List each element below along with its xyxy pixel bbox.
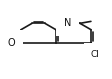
Text: N: N xyxy=(64,18,71,28)
Text: O: O xyxy=(7,38,15,48)
Text: Cl: Cl xyxy=(91,50,100,59)
